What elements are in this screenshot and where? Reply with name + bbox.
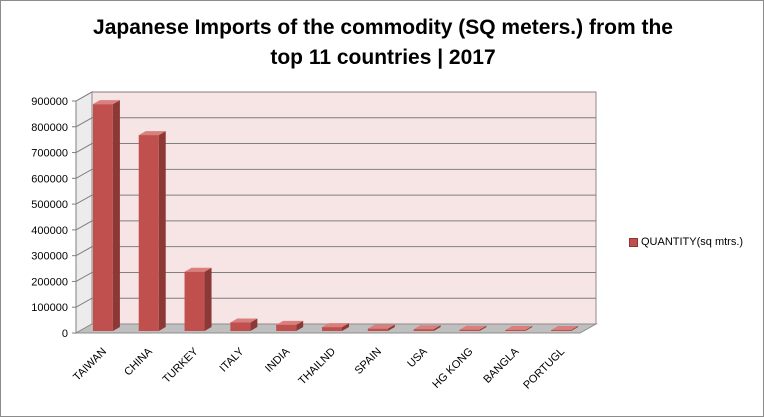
bar bbox=[230, 322, 251, 331]
bar-top bbox=[459, 325, 487, 330]
gridline bbox=[75, 271, 596, 282]
bar bbox=[92, 104, 113, 332]
y-tick-label: 400000 bbox=[31, 225, 68, 237]
legend: QUANTITY(sq mtrs.) bbox=[629, 236, 743, 248]
gridline bbox=[75, 143, 596, 153]
bar-side bbox=[158, 131, 166, 331]
gridline bbox=[75, 220, 596, 231]
gridline bbox=[75, 168, 596, 179]
bar bbox=[322, 327, 342, 331]
bar bbox=[276, 324, 297, 331]
bar bbox=[459, 329, 480, 331]
x-tick-label: BANGLA bbox=[481, 345, 522, 386]
gridline bbox=[75, 117, 596, 128]
bar bbox=[551, 330, 572, 331]
y-tick-label: 600000 bbox=[31, 173, 68, 185]
bar-top bbox=[367, 324, 395, 329]
gridline bbox=[75, 246, 596, 257]
bar-side bbox=[342, 323, 349, 331]
legend-label: QUANTITY(sq mtrs.) bbox=[641, 236, 744, 248]
bar-top bbox=[92, 100, 120, 105]
y-tick-label: 300000 bbox=[31, 251, 68, 263]
gridline bbox=[75, 194, 596, 205]
plot-side-wall bbox=[75, 91, 93, 334]
y-tick-label: 100000 bbox=[31, 302, 68, 314]
x-tick-label: USA bbox=[405, 345, 430, 370]
bar bbox=[413, 329, 434, 331]
bar-top bbox=[413, 325, 441, 330]
x-tick-label: ITALY bbox=[218, 345, 247, 374]
x-tick-label: PORTUGL bbox=[521, 346, 567, 392]
y-tick-label: 200000 bbox=[31, 276, 68, 288]
bar-top bbox=[138, 131, 166, 136]
bar-top bbox=[276, 320, 304, 325]
bar-side bbox=[112, 100, 120, 332]
bar bbox=[505, 329, 526, 331]
x-tick-label: TURKEY bbox=[161, 345, 202, 386]
x-tick-label: HG KONG bbox=[430, 346, 475, 391]
plot-back-wall bbox=[91, 91, 597, 325]
y-tick-label: 800000 bbox=[31, 122, 68, 134]
bar-top bbox=[551, 326, 579, 330]
bar-side bbox=[433, 325, 441, 331]
bar-side bbox=[571, 326, 579, 331]
chart-title-line1: Japanese Imports of the commodity (SQ me… bbox=[93, 16, 673, 39]
y-tick-label: 700000 bbox=[31, 148, 68, 160]
x-tick-label: TAIWAN bbox=[71, 346, 109, 384]
bar-side bbox=[296, 320, 304, 331]
bar-top bbox=[230, 318, 258, 323]
y-tick-label: 0 bbox=[62, 328, 68, 340]
bar-side bbox=[204, 267, 212, 331]
bar-side bbox=[525, 325, 533, 331]
y-tick-label: 900000 bbox=[31, 96, 68, 108]
chart-title-line2: top 11 countries | 2017 bbox=[270, 46, 496, 69]
x-tick-label: CHINA bbox=[122, 345, 155, 378]
bar bbox=[184, 271, 205, 331]
bar-top bbox=[505, 325, 533, 330]
legend-swatch bbox=[629, 237, 638, 247]
bar-top bbox=[184, 267, 212, 272]
bar bbox=[138, 135, 159, 331]
bar-top bbox=[322, 323, 349, 328]
gridline bbox=[75, 297, 596, 308]
bar-side bbox=[387, 324, 395, 331]
gridline bbox=[75, 91, 596, 102]
bar-side bbox=[479, 325, 487, 331]
chart-title: Japanese Imports of the commodity (SQ me… bbox=[1, 13, 764, 73]
bar bbox=[367, 328, 388, 331]
bar-side bbox=[250, 318, 258, 331]
x-tick-label: THAILND bbox=[296, 346, 338, 388]
y-tick-label: 500000 bbox=[31, 199, 68, 211]
x-tick-label: INDIA bbox=[263, 345, 293, 375]
x-tick-label: SPAIN bbox=[353, 346, 384, 377]
